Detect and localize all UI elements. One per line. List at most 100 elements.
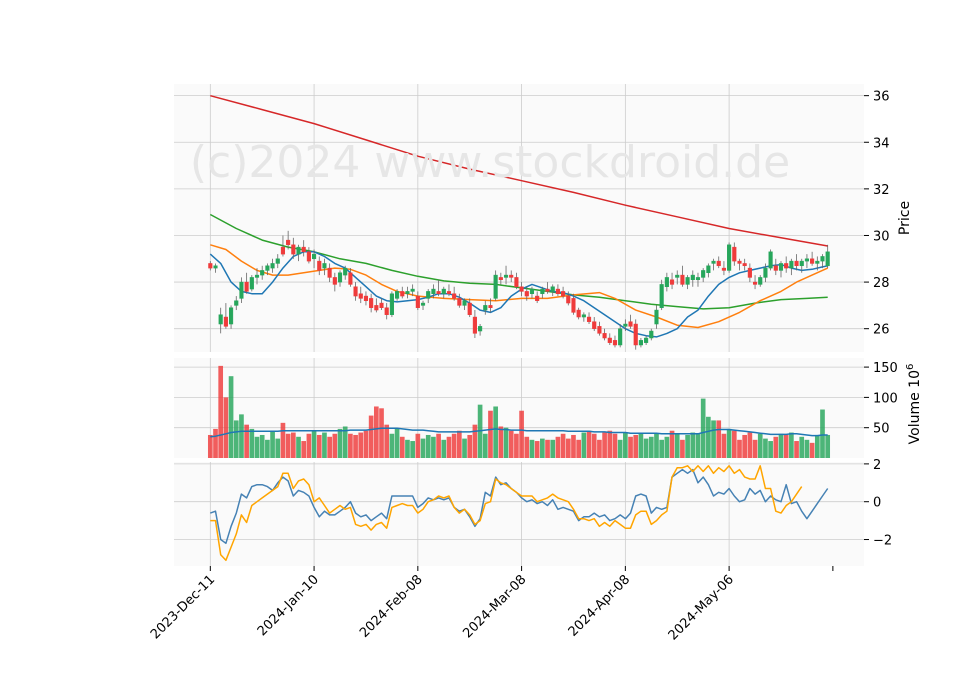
- candle: [597, 326, 602, 334]
- volume-axis-label: Volume 106: [905, 364, 923, 445]
- volume-bar: [814, 434, 820, 458]
- candle: [566, 295, 571, 304]
- volume-bar: [690, 432, 696, 458]
- candle: [535, 295, 540, 301]
- candle: [291, 244, 296, 255]
- volume-bar: [373, 406, 379, 458]
- candle: [649, 330, 654, 339]
- x-tick-label: 2024-Apr-08: [566, 572, 633, 639]
- candle: [747, 267, 752, 278]
- volume-bar: [778, 433, 784, 458]
- x-tick-label: 2023-Dec-11: [148, 572, 218, 642]
- candle: [509, 274, 514, 278]
- volume-bar: [794, 441, 799, 458]
- candle: [213, 265, 218, 269]
- candle: [462, 300, 467, 306]
- volume-bar: [410, 441, 415, 458]
- volume-bar: [296, 436, 301, 458]
- candle: [343, 267, 348, 276]
- volume-bar: [207, 434, 213, 458]
- volume-bar: [394, 428, 400, 458]
- candle: [254, 274, 260, 278]
- volume-bar: [213, 428, 218, 458]
- candle: [695, 277, 701, 281]
- candle: [317, 260, 322, 271]
- volume-bar: [737, 439, 742, 458]
- candle: [296, 246, 301, 255]
- candle: [711, 260, 716, 264]
- candle: [690, 274, 695, 281]
- candle: [581, 314, 586, 318]
- volume-bar: [752, 439, 758, 458]
- volume-bar: [275, 438, 281, 458]
- candle: [498, 277, 503, 281]
- volume-bar: [301, 441, 307, 458]
- volume-bar: [654, 433, 659, 458]
- volume-bar: [389, 433, 395, 458]
- volume-bar: [612, 433, 618, 458]
- volume-bar: [664, 436, 670, 458]
- volume-bar: [306, 433, 312, 458]
- volume-bar: [322, 432, 327, 458]
- volume-bar: [695, 433, 701, 458]
- volume-bar: [742, 434, 748, 458]
- volume-bar: [265, 439, 270, 458]
- candle: [545, 288, 550, 292]
- price-ytick-label: 26: [873, 323, 890, 338]
- volume-bar: [223, 397, 229, 458]
- volume-bar: [623, 432, 628, 458]
- volume-bar: [550, 439, 556, 458]
- candle: [701, 270, 706, 278]
- oscillator-ytick-label: 2: [873, 458, 881, 473]
- volume-bar: [488, 410, 493, 458]
- x-tick-label: 2024-Jan-10: [255, 572, 322, 639]
- candle: [322, 263, 327, 269]
- candle: [820, 256, 825, 262]
- candle: [664, 277, 669, 287]
- candle: [669, 279, 675, 285]
- candle: [804, 258, 809, 262]
- candle: [524, 291, 529, 297]
- candle: [815, 260, 820, 264]
- volume-bar: [446, 436, 452, 458]
- candle: [493, 274, 498, 299]
- candle: [607, 337, 612, 343]
- candle: [275, 258, 280, 264]
- oscillator-ytick-label: 0: [873, 496, 881, 511]
- candle: [654, 309, 659, 325]
- price-ytick-label: 28: [873, 276, 890, 291]
- volume-bar: [789, 432, 794, 458]
- candle: [244, 281, 249, 292]
- candle: [208, 263, 213, 269]
- volume-bar: [768, 441, 773, 458]
- volume-bar: [799, 436, 805, 458]
- volume-bar: [685, 434, 690, 458]
- candle: [483, 305, 488, 311]
- candle: [519, 286, 524, 292]
- candle: [467, 302, 472, 315]
- candle: [644, 337, 649, 343]
- candle: [612, 340, 618, 346]
- candle: [550, 286, 555, 292]
- volume-bar: [368, 415, 374, 458]
- candle: [353, 286, 358, 297]
- candle: [369, 298, 374, 308]
- candle: [452, 293, 457, 299]
- volume-bar: [508, 430, 514, 458]
- volume-bar: [529, 439, 535, 458]
- candle: [752, 281, 758, 285]
- candle: [306, 251, 311, 262]
- volume-bar: [503, 427, 509, 458]
- volume-bar: [534, 441, 540, 458]
- volume-bar: [311, 430, 317, 458]
- candle: [592, 321, 597, 329]
- volume-bar: [809, 442, 815, 458]
- candle: [576, 309, 581, 318]
- candle: [618, 328, 623, 346]
- volume-bar: [560, 433, 566, 458]
- volume-bar: [218, 365, 224, 458]
- volume-bar: [482, 433, 488, 458]
- candle: [503, 274, 509, 278]
- candle: [680, 274, 685, 285]
- candle: [223, 316, 228, 327]
